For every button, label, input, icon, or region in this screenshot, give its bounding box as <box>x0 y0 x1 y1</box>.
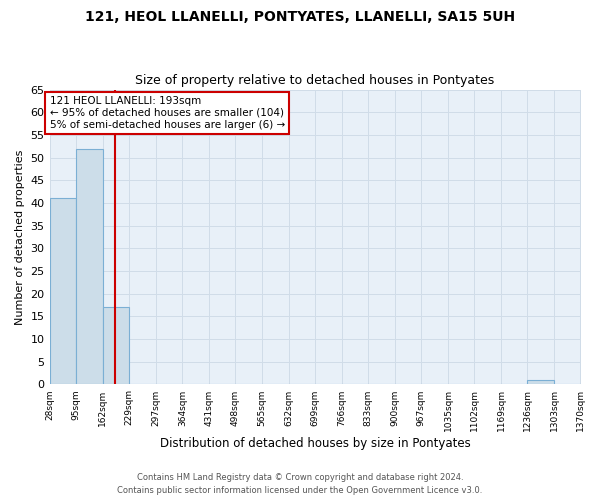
Bar <box>50 198 76 384</box>
Text: 121 HEOL LLANELLI: 193sqm
← 95% of detached houses are smaller (104)
5% of semi-: 121 HEOL LLANELLI: 193sqm ← 95% of detac… <box>50 96 285 130</box>
Text: 121, HEOL LLANELLI, PONTYATES, LLANELLI, SA15 5UH: 121, HEOL LLANELLI, PONTYATES, LLANELLI,… <box>85 10 515 24</box>
Bar <box>527 380 554 384</box>
X-axis label: Distribution of detached houses by size in Pontyates: Distribution of detached houses by size … <box>160 437 470 450</box>
Bar <box>76 148 103 384</box>
Title: Size of property relative to detached houses in Pontyates: Size of property relative to detached ho… <box>136 74 494 87</box>
Y-axis label: Number of detached properties: Number of detached properties <box>15 150 25 324</box>
Text: Contains HM Land Registry data © Crown copyright and database right 2024.
Contai: Contains HM Land Registry data © Crown c… <box>118 474 482 495</box>
Bar <box>103 308 129 384</box>
